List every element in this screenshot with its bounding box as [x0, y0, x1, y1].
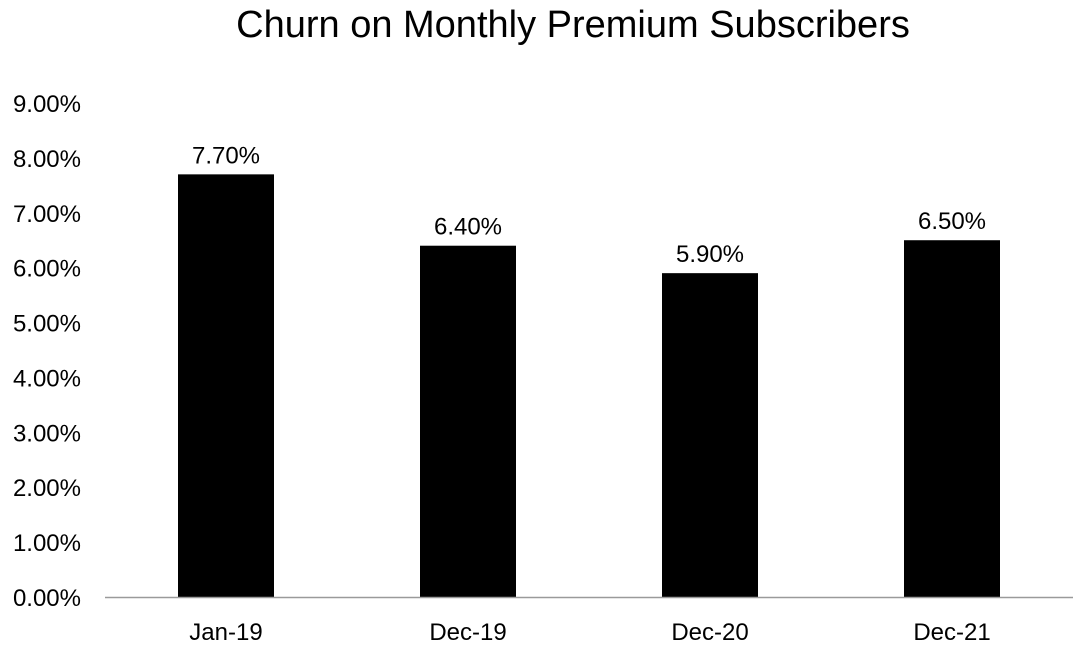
- x-axis-category-labels: Jan-19 Dec-19 Dec-20 Dec-21: [189, 619, 990, 646]
- bar-value-label: 6.40%: [434, 214, 502, 241]
- y-tick-label: 5.00%: [13, 311, 81, 338]
- y-tick-label: 9.00%: [13, 91, 81, 118]
- bars-group: [178, 174, 1000, 597]
- bar-dec-21: [904, 240, 1000, 597]
- y-tick-label: 1.00%: [13, 530, 81, 557]
- bar-value-label: 7.70%: [192, 142, 260, 169]
- y-tick-label: 8.00%: [13, 146, 81, 173]
- bar-dec-20: [662, 273, 758, 597]
- bar-value-label: 6.50%: [918, 208, 986, 235]
- x-category-label: Jan-19: [189, 619, 262, 646]
- y-tick-label: 4.00%: [13, 365, 81, 392]
- y-tick-label: 2.00%: [13, 475, 81, 502]
- y-tick-label: 0.00%: [13, 585, 81, 612]
- x-category-label: Dec-19: [429, 619, 506, 646]
- bar-dec-19: [420, 245, 516, 597]
- y-axis-tick-labels: 0.00% 1.00% 2.00% 3.00% 4.00% 5.00% 6.00% 7.00%…: [13, 91, 81, 612]
- bar-jan-19: [178, 174, 274, 597]
- y-tick-label: 6.00%: [13, 256, 81, 283]
- x-category-label: Dec-21: [913, 619, 990, 646]
- bar-data-labels: 7.70% 6.40% 5.90% 6.50%: [192, 142, 986, 268]
- y-tick-label: 3.00%: [13, 420, 81, 447]
- bar-value-label: 5.90%: [676, 241, 744, 268]
- x-category-label: Dec-20: [671, 619, 748, 646]
- chart-title: Churn on Monthly Premium Subscribers: [236, 4, 910, 46]
- y-tick-label: 7.00%: [13, 201, 81, 228]
